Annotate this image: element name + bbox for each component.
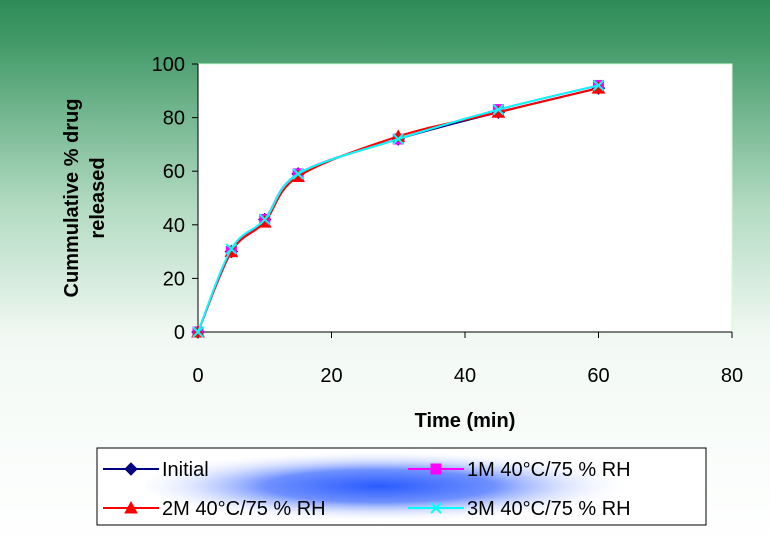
- y-axis-label-line2: released: [87, 157, 109, 238]
- legend-item: 3M 40°C/75 % RH: [408, 498, 631, 520]
- data-point: [292, 168, 304, 180]
- x-axis-label: Time (min): [415, 410, 516, 432]
- y-tick-label: 20: [163, 268, 185, 290]
- legend-item: 1M 40°C/75 % RH: [408, 459, 631, 481]
- legend-item: 2M 40°C/75 % RH: [103, 498, 326, 520]
- x-tick-label: 80: [721, 365, 743, 387]
- legend-marker: [430, 502, 442, 514]
- series-4: [192, 79, 605, 338]
- y-axis: 0 20 40 60 80 100: [152, 54, 199, 344]
- data-point: [392, 133, 404, 145]
- legend-glow: [145, 450, 655, 522]
- legend-marker: [124, 462, 138, 476]
- legend-label: 2M 40°C/75 % RH: [162, 498, 326, 520]
- x-tick-label: 40: [454, 365, 476, 387]
- x-tick-label: 60: [587, 365, 609, 387]
- legend-marker: [430, 463, 442, 475]
- data-point: [492, 103, 505, 116]
- y-tick-label: 0: [174, 322, 185, 344]
- data-point: [192, 326, 204, 338]
- legend-label: 1M 40°C/75 % RH: [467, 459, 631, 481]
- data-point: [259, 213, 271, 226]
- legend-item: Initial: [103, 459, 209, 481]
- x-tick-label: 20: [320, 365, 342, 387]
- legend-label: 3M 40°C/75 % RH: [467, 498, 631, 520]
- y-tick-label: 80: [163, 108, 185, 130]
- legend: Initial 1M 40°C/75 % RH 2M 40°C/75 % RH 3M …: [96, 447, 707, 526]
- legend-label: Initial: [162, 459, 209, 481]
- x-axis: 0 20 40 60 80: [192, 331, 743, 387]
- legend-marker: [124, 500, 138, 514]
- y-tick-label: 60: [163, 161, 185, 183]
- series-group: [191, 79, 606, 339]
- y-axis-label-line1: Cummulative % drug: [61, 99, 83, 298]
- y-tick-label: 100: [152, 54, 185, 76]
- data-point: [225, 243, 238, 255]
- plot-area: [197, 63, 733, 333]
- data-point: [592, 79, 605, 92]
- x-tick-label: 0: [192, 365, 203, 387]
- y-tick-label: 40: [163, 215, 185, 237]
